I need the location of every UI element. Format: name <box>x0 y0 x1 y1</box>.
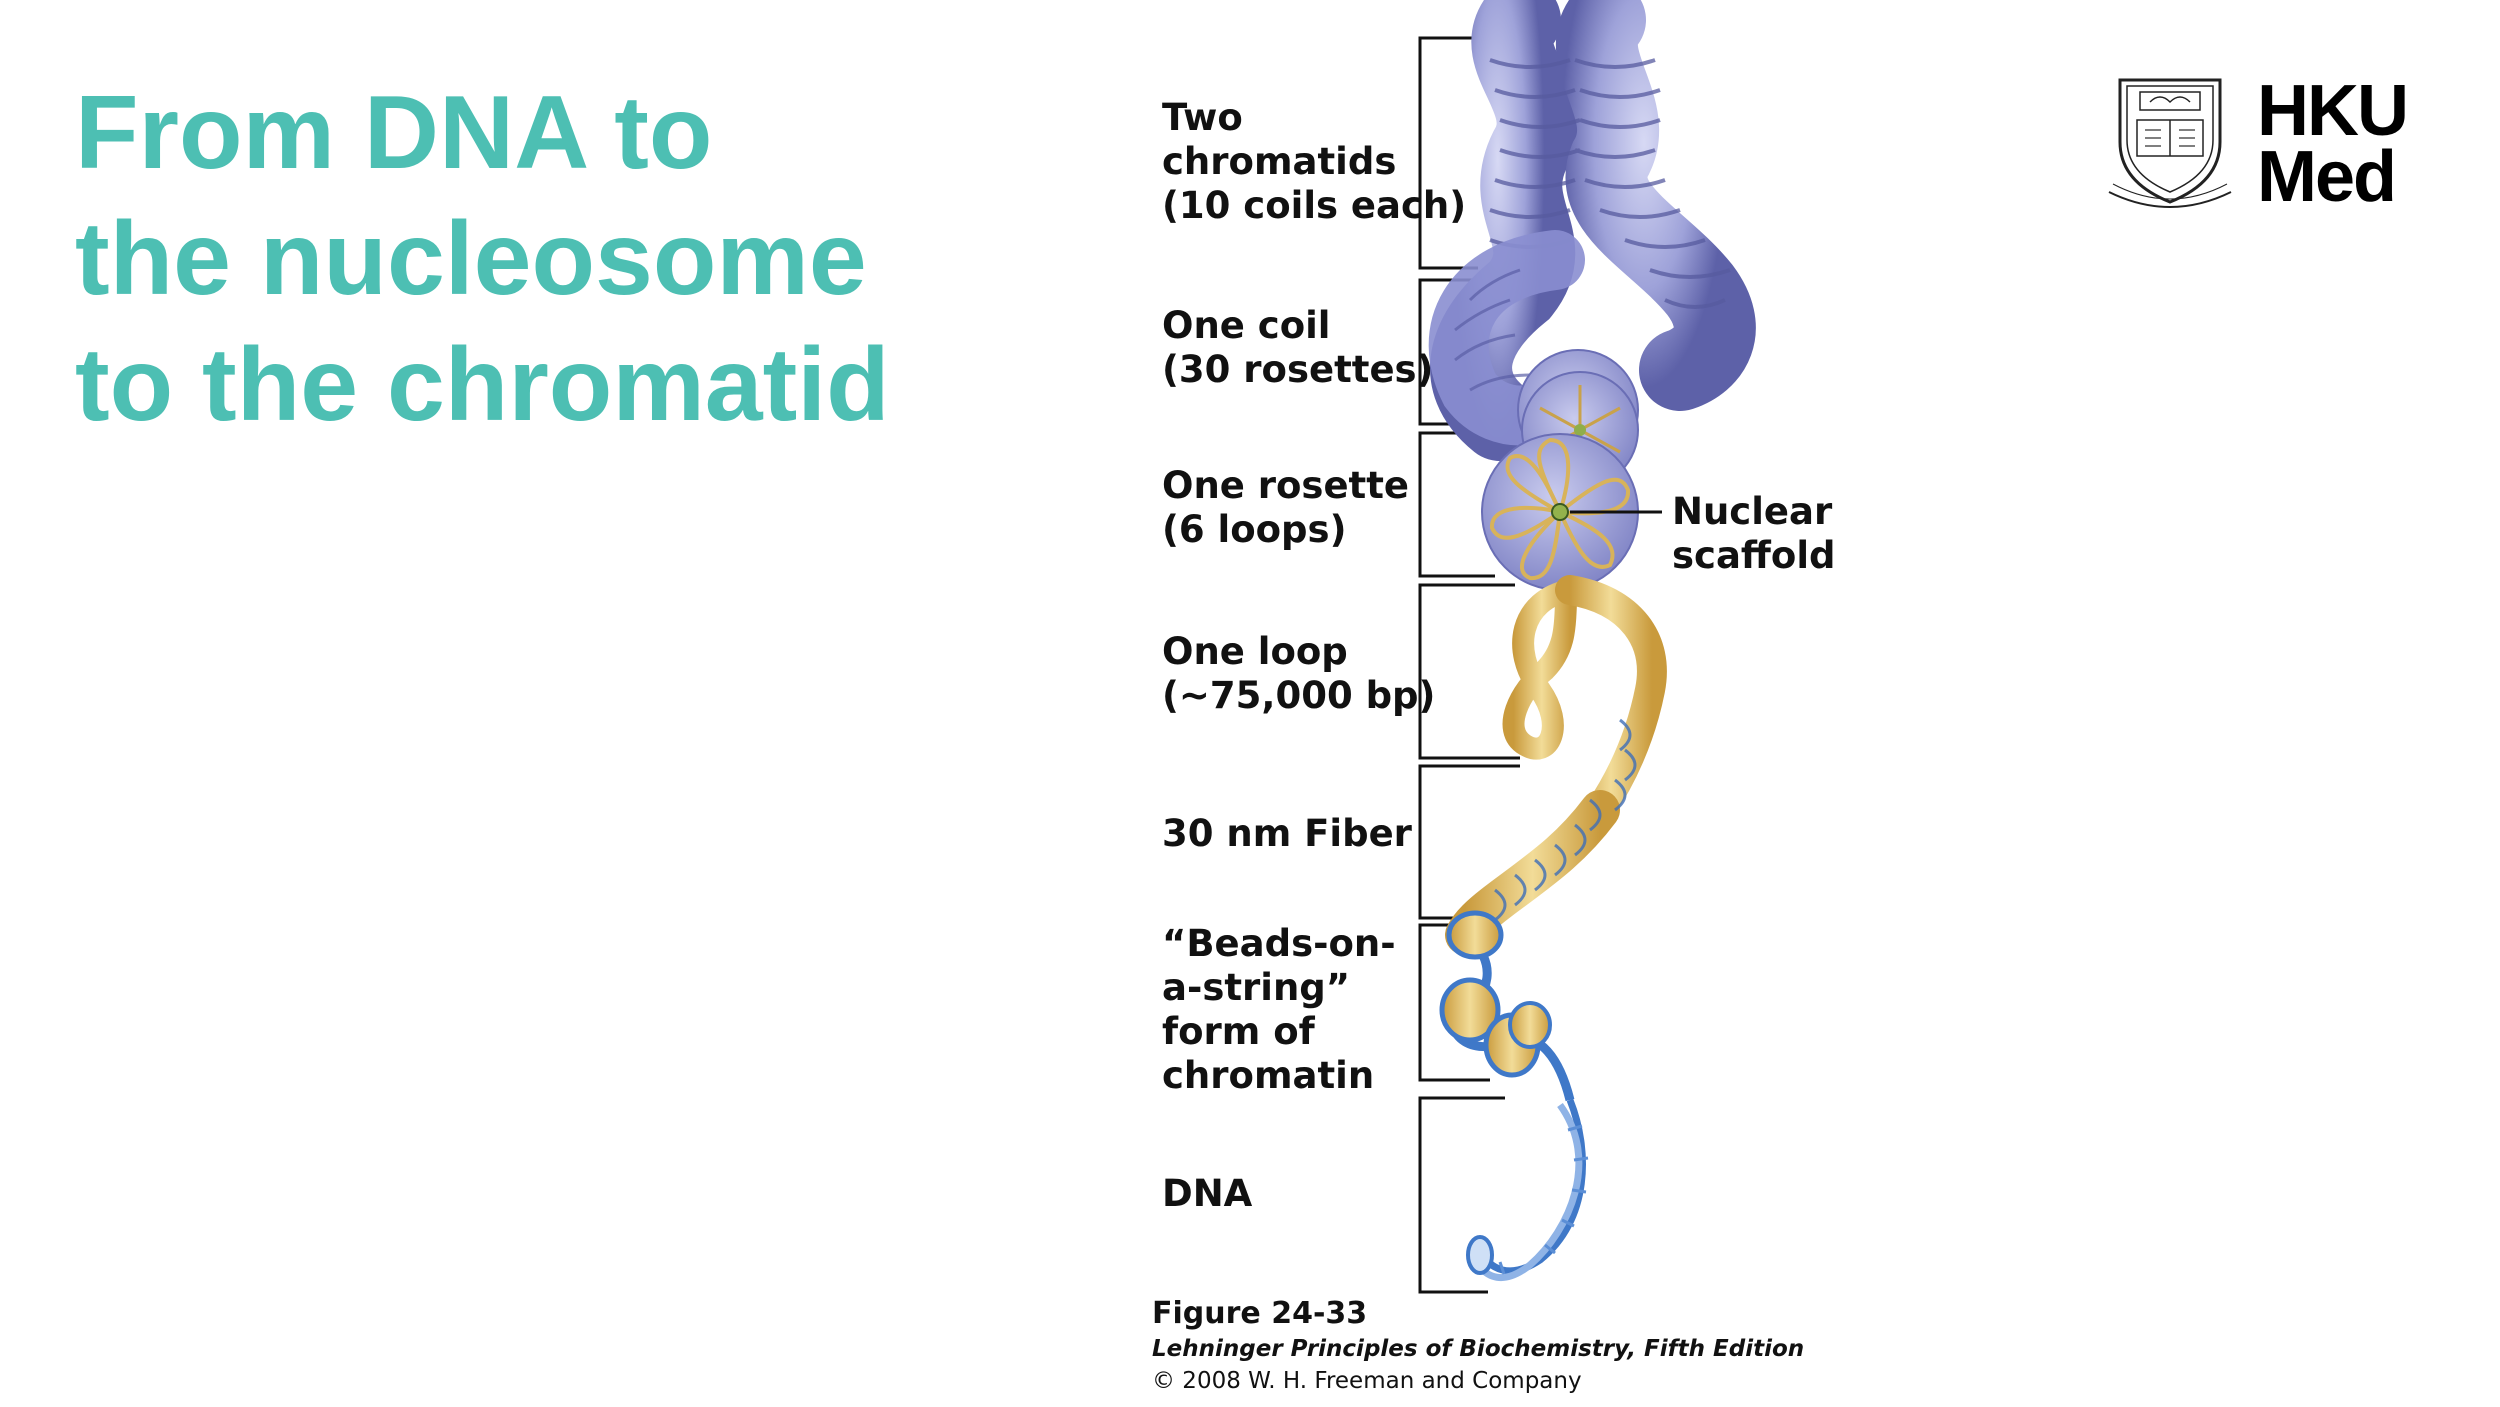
label-one-loop: One loop (~75,000 bp) <box>1162 630 1436 717</box>
label-30nm-fiber: 30 nm Fiber <box>1162 812 1412 855</box>
label-nuclear-scaffold: Nuclear scaffold <box>1672 490 1836 577</box>
title-line-2: the nucleosome <box>75 201 867 317</box>
dna-helix <box>1466 1098 1589 1282</box>
label-two-chromatids: Two chromatids (10 coils each) <box>1162 96 1467 227</box>
bracket-loop <box>1418 583 1520 760</box>
hku-med-wordmark: HKU Med <box>2257 71 2409 217</box>
label-one-coil: One coil (30 rosettes) <box>1162 304 1434 391</box>
slide-title: From DNA to the nucleosome to the chroma… <box>75 70 890 448</box>
bracket-fiber <box>1418 764 1520 920</box>
beads-on-a-string <box>1439 910 1575 1102</box>
bracket-beads <box>1418 923 1490 1082</box>
label-one-rosette: One rosette (6 loops) <box>1162 464 1410 551</box>
logo-line-hku: HKU <box>2257 71 2409 151</box>
logo-line-med: Med <box>2257 137 2397 217</box>
bracket-chromatids <box>1418 36 1478 270</box>
figure-caption: Figure 24-33 Lehninger Principles of Bio… <box>1152 1295 1804 1397</box>
title-line-3: to the chromatid <box>75 327 890 443</box>
figure-number: Figure 24-33 <box>1152 1296 1368 1331</box>
chromatid-right <box>1555 0 1756 411</box>
hku-med-logo: HKU Med <box>2105 72 2425 222</box>
figure-source-book: Lehninger Principles of Biochemistry, Fi… <box>1152 1336 1805 1362</box>
label-beads-on-a-string: “Beads-on- a-string” form of chromatin <box>1162 922 1396 1097</box>
level-brackets <box>1418 36 1520 1294</box>
label-dna: DNA <box>1162 1172 1253 1215</box>
title-line-1: From DNA to <box>75 75 713 191</box>
figure-copyright: © 2008 W. H. Freeman and Company <box>1152 1368 1582 1394</box>
rosette-one <box>1481 433 1639 591</box>
bracket-dna <box>1418 1096 1505 1294</box>
hku-seal-icon <box>2108 78 2232 208</box>
chromatin-loop <box>1502 575 1667 825</box>
